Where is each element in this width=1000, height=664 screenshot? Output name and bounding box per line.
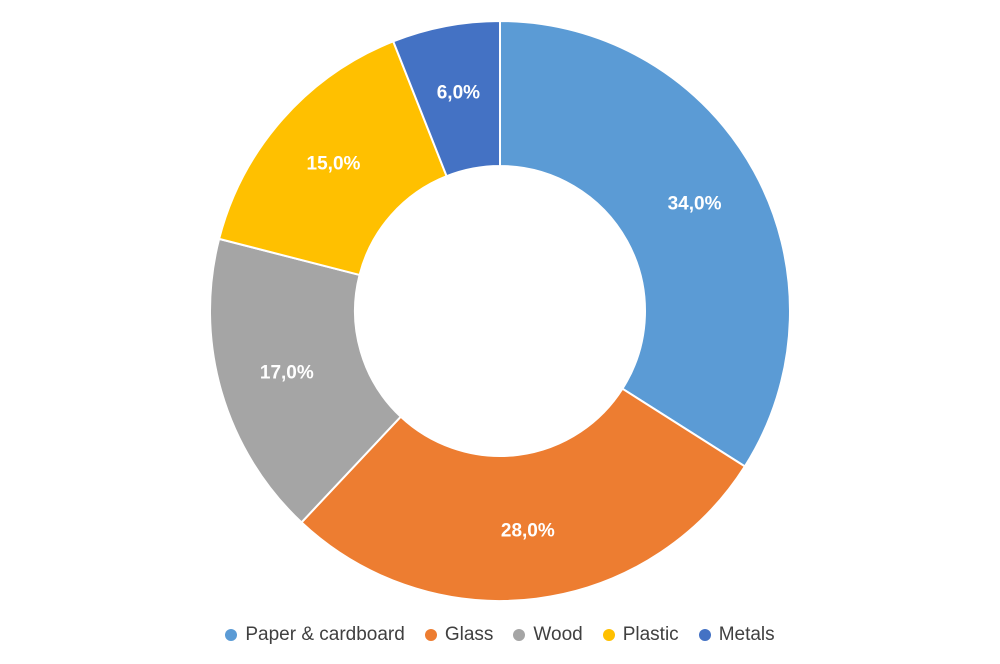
slice-glass[interactable] <box>300 387 747 602</box>
legend-item-glass[interactable]: Glass <box>424 624 494 646</box>
legend-marker-metals <box>698 629 711 641</box>
legend-marker-paper-cardboard <box>225 629 238 641</box>
data-label-plastic: 15,0% <box>307 154 361 175</box>
slice-wood[interactable] <box>209 237 403 524</box>
slice-metals[interactable] <box>391 19 501 178</box>
legend-marker-plastic <box>602 629 615 641</box>
legend-label-metals: Metals <box>718 624 775 645</box>
slice-plastic[interactable] <box>217 40 448 277</box>
legend-marker-glass <box>424 629 437 641</box>
legend-label-plastic: Plastic <box>622 624 679 645</box>
legend-item-plastic[interactable]: Plastic <box>602 624 679 646</box>
data-labels: 34,0% 28,0% 17,0% 15,0% 6,0% <box>260 82 722 541</box>
legend-label-glass: Glass <box>444 624 494 645</box>
legend-item-wood[interactable]: Wood <box>513 624 583 646</box>
chart-legend: Paper & cardboard Glass Wood Plastic Met… <box>0 622 1000 648</box>
legend-label-paper-cardboard: Paper & cardboard <box>245 624 405 645</box>
legend-label-wood: Wood <box>533 624 583 645</box>
legend-item-metals[interactable]: Metals <box>698 624 775 646</box>
legend-marker-wood <box>513 629 526 641</box>
legend-item-paper-cardboard[interactable]: Paper & cardboard <box>225 624 405 646</box>
donut-slices <box>209 19 791 602</box>
data-label-paper-cardboard: 34,0% <box>668 194 722 215</box>
data-label-glass: 28,0% <box>501 521 555 542</box>
data-label-wood: 17,0% <box>260 362 314 383</box>
data-label-metals: 6,0% <box>437 82 480 103</box>
slice-paper-cardboard[interactable] <box>499 19 791 468</box>
